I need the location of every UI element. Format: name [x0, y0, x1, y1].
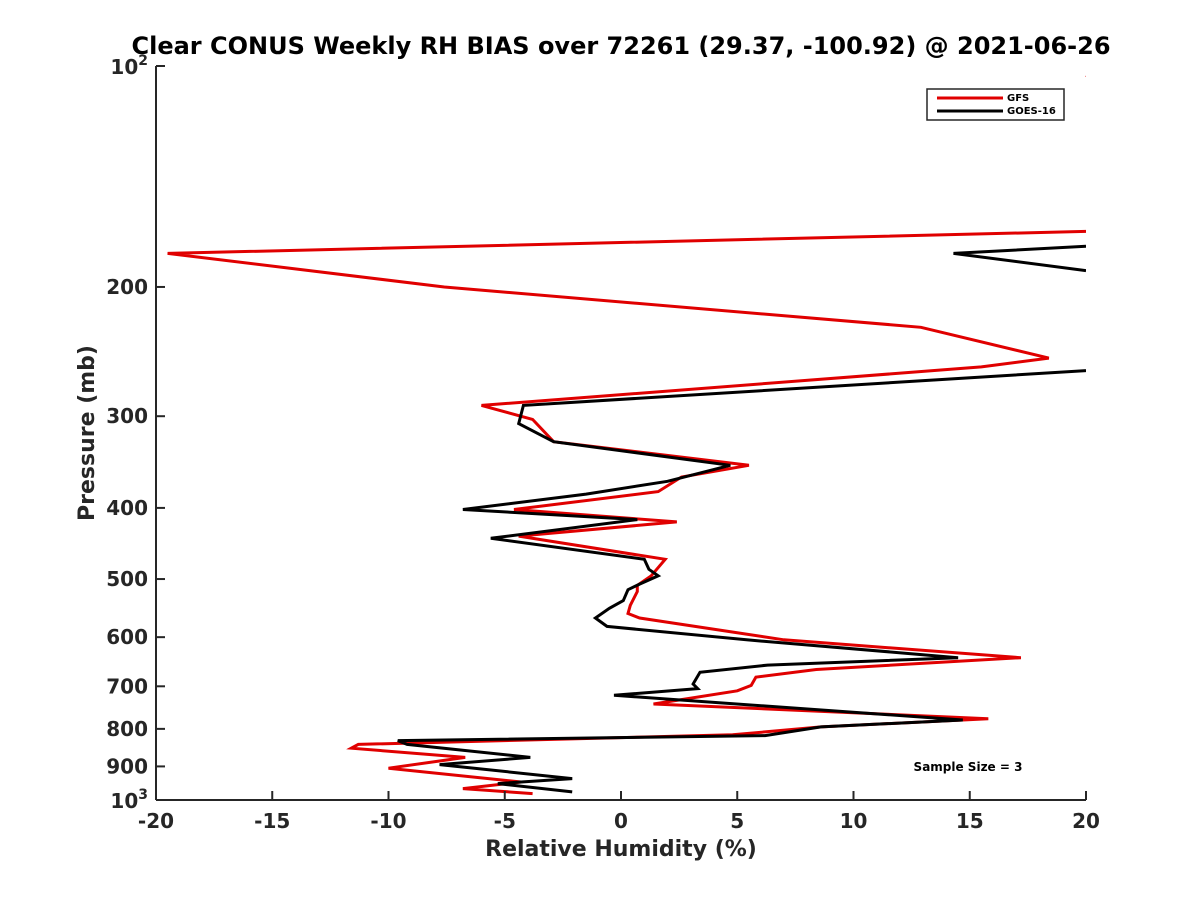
- y-axis-label: Pressure (mb): [75, 345, 100, 521]
- y-tick-label: 900: [106, 754, 148, 778]
- x-axis-label: Relative Humidity (%): [485, 837, 757, 862]
- y-tick-label-power: 102: [110, 53, 148, 79]
- y-tick-exponent: 2: [138, 53, 148, 69]
- chart-title: Clear CONUS Weekly RH BIAS over 72261 (2…: [131, 32, 1110, 60]
- x-tick-label: -5: [494, 809, 516, 833]
- x-tick-label: 5: [730, 809, 744, 833]
- y-tick-base: 10: [110, 789, 138, 813]
- x-tick-label: 20: [1072, 809, 1100, 833]
- y-tick-label-power: 103: [110, 787, 148, 813]
- x-tick-label: 15: [956, 809, 984, 833]
- legend-label-goes16: GOES-16: [1007, 106, 1056, 117]
- sample-size-annotation: Sample Size = 3: [914, 760, 1023, 774]
- y-tick-label: 500: [106, 567, 148, 591]
- x-tick-label: 10: [840, 809, 868, 833]
- x-tick-label: 0: [614, 809, 628, 833]
- legend: GFS GOES-16: [926, 88, 1065, 121]
- x-axis-ticks: -20 -15 -10 -5 0 5 10 15 20: [138, 791, 1100, 833]
- x-tick-label: -20: [138, 809, 174, 833]
- y-tick-base: 10: [110, 55, 138, 79]
- y-tick-label: 700: [106, 674, 148, 698]
- series-layer: [167, 75, 1086, 796]
- x-tick-label: -15: [254, 809, 290, 833]
- y-tick-label: 600: [106, 625, 148, 649]
- y-tick-label: 300: [106, 404, 148, 428]
- series-line-goes16: [397, 369, 1086, 794]
- legend-box: [926, 88, 1065, 121]
- y-tick-label: 400: [106, 496, 148, 520]
- y-tick-label: 800: [106, 717, 148, 741]
- y-tick-label: 200: [106, 275, 148, 299]
- series-line-goes16: [953, 244, 1086, 273]
- legend-label-gfs: GFS: [1007, 93, 1029, 104]
- series-line-gfs: [167, 229, 1086, 796]
- y-tick-exponent: 3: [138, 787, 148, 803]
- x-tick-label: -10: [370, 809, 406, 833]
